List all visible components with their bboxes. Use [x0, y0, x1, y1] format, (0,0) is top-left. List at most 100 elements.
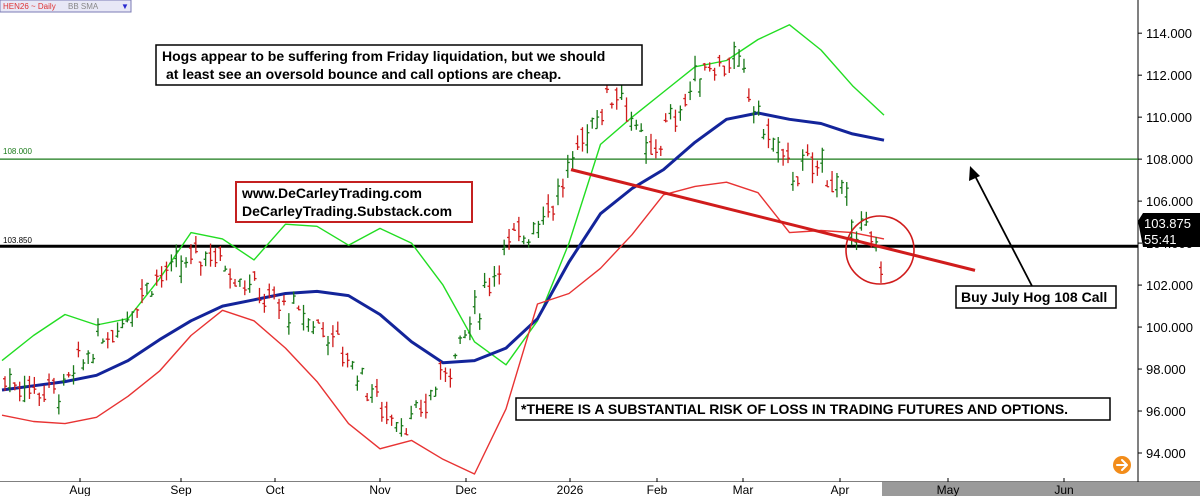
month-tick-layer	[79, 478, 1065, 482]
month-label: Dec	[455, 483, 476, 496]
price-bar	[658, 145, 663, 156]
price-bar	[340, 346, 345, 367]
month-label: Aug	[69, 483, 90, 496]
price-bar	[590, 117, 595, 129]
price-bar	[12, 382, 17, 391]
price-bar	[144, 282, 149, 295]
price-bar	[751, 106, 756, 124]
price-bar	[786, 142, 791, 164]
price-bar	[536, 220, 541, 238]
upper-band-line	[1, 24, 885, 366]
price-bar	[365, 392, 370, 402]
price-bar	[91, 353, 96, 364]
price-bar	[624, 97, 629, 122]
trade-arrow-line	[973, 173, 1033, 287]
price-bar	[438, 361, 443, 380]
month-label: Apr	[831, 483, 850, 496]
commentary-note: Hogs appear to be suffering from Friday …	[155, 44, 643, 86]
price-bar	[570, 151, 575, 170]
price-bar	[384, 401, 389, 425]
price-bar	[325, 335, 330, 356]
price-bar	[247, 274, 252, 293]
price-bar	[507, 228, 512, 250]
price-bar	[350, 360, 355, 370]
price-bar	[648, 133, 653, 155]
price-bar	[580, 127, 585, 152]
price-bar	[71, 365, 76, 385]
website-note: www.DeCarleyTrading.com DeCarleyTrading.…	[235, 181, 473, 223]
price-bar	[335, 321, 340, 335]
website-line-2: DeCarleyTrading.Substack.com	[242, 203, 452, 219]
price-bar	[179, 255, 184, 284]
price-bar	[262, 293, 267, 313]
y-tick-label: 106.000	[1146, 194, 1193, 209]
y-tick-label: 112.000	[1146, 68, 1192, 83]
arrow-right-icon	[1116, 459, 1128, 471]
price-bar	[712, 67, 717, 81]
price-bar	[296, 305, 301, 311]
month-label: Jun	[1054, 483, 1073, 496]
price-bar	[795, 176, 800, 187]
price-bar	[203, 251, 208, 267]
price-bar	[717, 54, 722, 67]
price-bar	[37, 392, 42, 406]
price-bar	[330, 325, 335, 348]
symbol-selector[interactable]: HEN26 ~ Daily BB SMA ▼	[0, 0, 132, 13]
price-bar	[95, 318, 100, 337]
price-bar	[81, 359, 86, 371]
price-bar	[32, 376, 37, 394]
price-bar	[521, 235, 526, 245]
chevron-down-icon[interactable]: ▼	[121, 2, 129, 11]
price-bar	[267, 283, 272, 299]
arrow-head-icon	[969, 166, 980, 181]
price-bar	[458, 335, 463, 344]
y-tick-label: 102.000	[1146, 278, 1193, 293]
price-bar	[879, 261, 883, 283]
price-bar	[208, 243, 213, 267]
price-bar	[600, 108, 605, 126]
middle-band-line	[1, 111, 885, 392]
last-price-marker: 103.875 55:41	[1138, 213, 1200, 247]
price-bar	[306, 318, 311, 332]
price-bar	[61, 373, 66, 386]
price-bar	[800, 149, 805, 171]
price-highlight-circle	[845, 215, 915, 285]
countdown-label: 55:41	[1144, 232, 1177, 247]
price-bar	[830, 171, 835, 193]
price-bar	[492, 266, 497, 287]
bollinger-bands-layer	[1, 24, 885, 475]
price-bar	[805, 144, 810, 157]
trade-annotation: Buy July Hog 108 Call	[955, 166, 1117, 309]
last-price-label: 103.875	[1144, 216, 1191, 231]
price-bar	[448, 368, 453, 388]
x-axis-band	[0, 482, 882, 496]
price-bar	[321, 322, 326, 338]
price-bar	[697, 78, 702, 97]
hline-label-108: 108.000	[3, 147, 32, 156]
price-bar	[502, 239, 507, 256]
price-bar	[820, 147, 825, 173]
price-bar	[66, 372, 71, 378]
price-bar	[609, 102, 614, 109]
price-bar	[575, 135, 580, 150]
price-bar	[433, 386, 438, 397]
price-bar	[834, 172, 839, 198]
price-bar	[756, 100, 761, 116]
y-axis-layer: 94.00096.00098.000100.000102.000104.0001…	[1138, 26, 1193, 461]
price-bar	[198, 261, 203, 276]
month-label: Oct	[266, 483, 285, 496]
y-tick-label: 98.000	[1146, 362, 1186, 377]
price-bar	[497, 265, 502, 285]
price-bar	[443, 367, 448, 382]
indicator-label: BB SMA	[68, 2, 99, 11]
commentary-line-2: at least see an oversold bounce and call…	[166, 66, 561, 82]
price-bar	[702, 62, 707, 71]
scroll-right-button[interactable]	[1113, 456, 1131, 474]
price-bar	[7, 368, 12, 393]
price-bar	[463, 330, 468, 339]
price-bar	[707, 62, 712, 72]
price-bar	[164, 261, 169, 281]
price-bar	[565, 154, 570, 178]
